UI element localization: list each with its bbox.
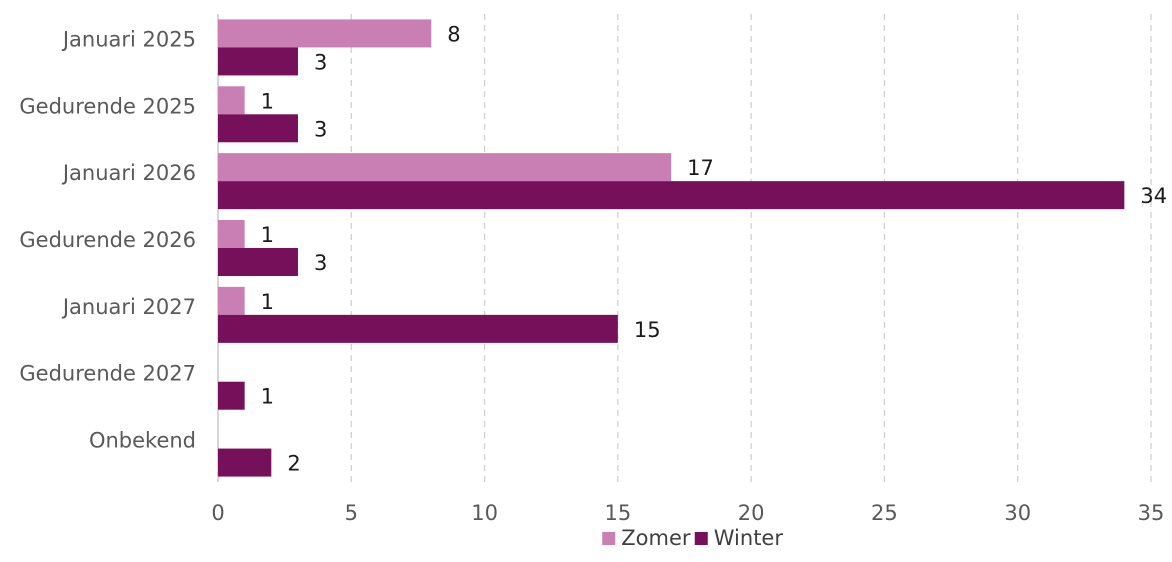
data-label: 8 xyxy=(447,22,460,46)
data-label: 34 xyxy=(1140,184,1167,208)
bar-zomer xyxy=(218,86,245,115)
x-tick-label: 25 xyxy=(871,501,898,525)
bar-winter xyxy=(218,248,298,276)
data-label: 3 xyxy=(314,117,327,141)
legend-label-winter: Winter xyxy=(714,526,784,550)
bar-winter xyxy=(218,314,618,343)
bar-winter xyxy=(218,181,1125,210)
data-label: 3 xyxy=(314,251,327,275)
category-label: Gedurende 2025 xyxy=(19,94,196,118)
data-label: 1 xyxy=(261,290,274,314)
x-tick-label: 30 xyxy=(1004,501,1031,525)
bar-winter xyxy=(218,47,298,76)
bars xyxy=(218,19,1125,477)
data-label: 1 xyxy=(261,223,274,247)
legend-swatch-winter xyxy=(694,532,708,545)
category-label: Gedurende 2026 xyxy=(19,228,196,252)
bar-winter xyxy=(218,114,298,143)
bar-winter xyxy=(218,448,272,477)
x-tick-label: 35 xyxy=(1138,501,1165,525)
data-label: 1 xyxy=(261,385,274,409)
data-label: 2 xyxy=(287,452,300,476)
bar-winter xyxy=(218,381,245,410)
bar-zomer xyxy=(218,220,245,248)
x-tick-label: 10 xyxy=(471,501,498,525)
x-tick-label: 5 xyxy=(345,501,358,525)
category-label: Januari 2027 xyxy=(61,295,196,319)
data-label: 3 xyxy=(314,50,327,74)
legend-swatch-zomer xyxy=(602,532,616,545)
x-tick-label: 20 xyxy=(738,501,765,525)
data-label: 15 xyxy=(634,318,661,342)
bar-zomer xyxy=(218,153,672,182)
legend-label-zomer: Zomer xyxy=(621,526,691,550)
data-label: 1 xyxy=(261,89,274,113)
bar-zomer xyxy=(218,286,245,315)
category-label: Januari 2026 xyxy=(61,161,196,185)
x-tick-label: 0 xyxy=(211,501,224,525)
category-label: Januari 2025 xyxy=(61,27,196,51)
gridlines xyxy=(217,14,1152,482)
data-label: 17 xyxy=(687,156,714,180)
x-tick-label: 15 xyxy=(604,501,631,525)
legend: Zomer Winter xyxy=(602,526,783,550)
bar-zomer xyxy=(218,19,432,48)
category-label: Gedurende 2027 xyxy=(19,362,196,386)
category-label: Onbekend xyxy=(89,429,196,453)
labels: 0 5 10 15 20 25 30 35 Januari 2025 Gedurende 2025… xyxy=(19,22,1167,525)
